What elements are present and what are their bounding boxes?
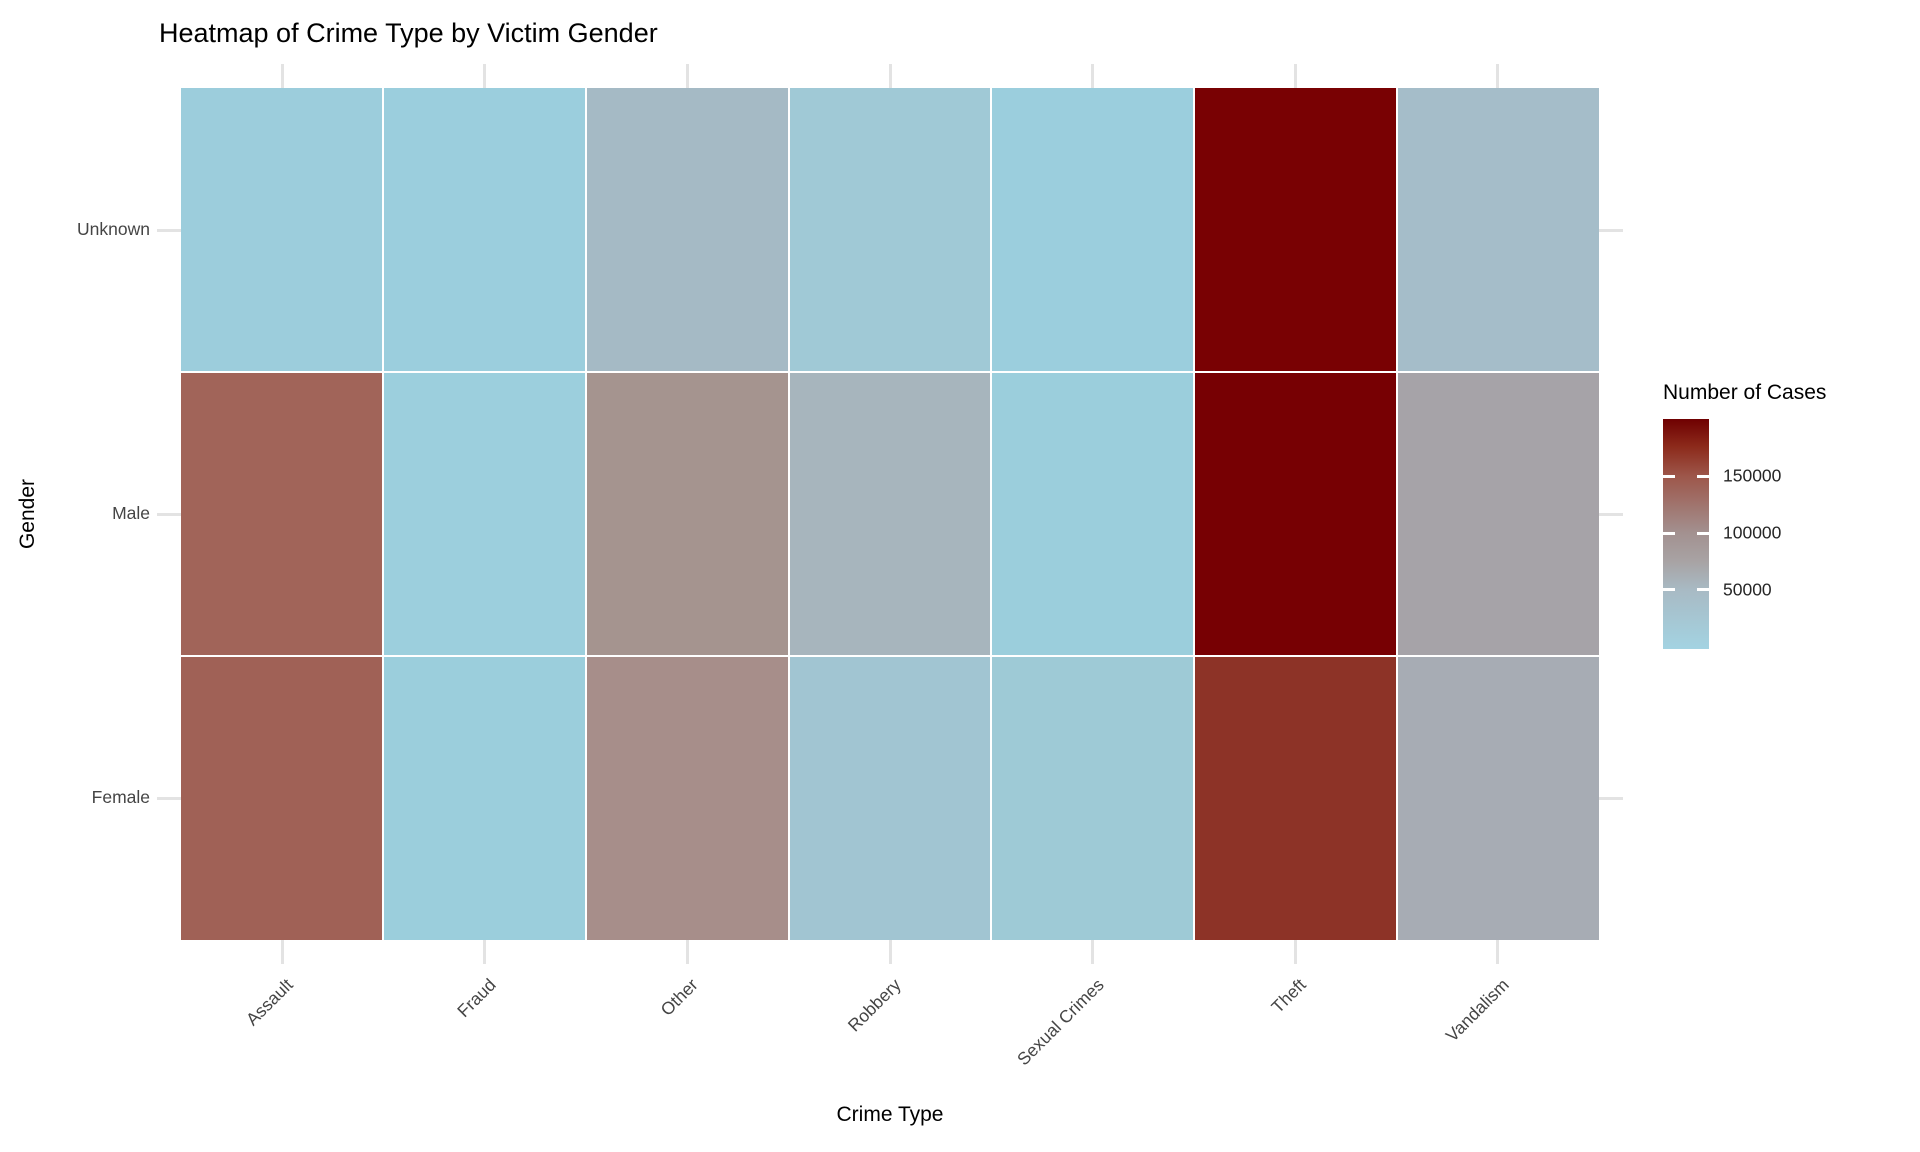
heatmap-cell xyxy=(789,372,991,656)
heatmap-cell xyxy=(383,657,585,940)
y-tick-label: Unknown xyxy=(77,219,150,239)
x-tick-label: Vandalism xyxy=(1441,974,1513,1046)
axis-tick xyxy=(1599,512,1623,516)
heatmap-cell xyxy=(1398,88,1599,371)
axis-tick xyxy=(157,512,181,516)
x-axis-title: Crime Type xyxy=(836,1103,944,1126)
axis-tick xyxy=(888,940,892,964)
heatmap-cell xyxy=(1195,657,1397,940)
heatmap-cell xyxy=(181,88,382,371)
heatmap-cell xyxy=(992,657,1194,940)
y-axis-title: Gender xyxy=(16,478,39,550)
axis-tick xyxy=(1293,940,1297,964)
x-tick-label: Assault xyxy=(242,974,297,1030)
x-tick-label: Sexual Crimes xyxy=(1012,974,1108,1070)
legend-tick xyxy=(1663,531,1675,535)
heatmap-cell xyxy=(1398,372,1599,656)
legend-tick xyxy=(1663,588,1675,592)
legend-tick xyxy=(1663,474,1675,478)
heatmap-cell xyxy=(586,657,788,940)
legend-tick xyxy=(1697,531,1709,535)
y-tick-label: Female xyxy=(91,787,150,807)
x-tick-label: Fraud xyxy=(453,974,500,1022)
heatmap-cell xyxy=(789,88,991,371)
heatmap-cell xyxy=(1195,88,1397,371)
heatmap-cell xyxy=(383,372,585,656)
y-tick-label: Male xyxy=(112,503,150,523)
axis-tick xyxy=(1091,940,1095,964)
legend-tick xyxy=(1697,474,1709,478)
heatmap-cell xyxy=(383,88,585,371)
axis-tick xyxy=(1496,64,1500,88)
heatmap-cell xyxy=(181,657,382,940)
axis-tick xyxy=(1293,64,1297,88)
heatmap-cell xyxy=(1195,372,1397,656)
plot-title: Heatmap of Crime Type by Victim Gender xyxy=(159,18,658,48)
axis-tick xyxy=(685,64,689,88)
heatmap-panel xyxy=(181,88,1599,940)
axis-tick xyxy=(1599,228,1623,232)
x-tick-label: Other xyxy=(657,974,703,1020)
legend-tick-label: 50000 xyxy=(1723,579,1772,600)
axis-tick xyxy=(483,940,487,964)
axis-tick xyxy=(1091,64,1095,88)
x-tick-label: Robbery xyxy=(843,974,905,1036)
axis-tick xyxy=(157,796,181,800)
legend-tick-label: 100000 xyxy=(1723,522,1782,543)
heatmap-cell xyxy=(586,372,788,656)
heatmap-cell xyxy=(181,372,382,656)
legend-title: Number of Cases xyxy=(1663,381,1827,404)
heatmap-cell xyxy=(992,372,1194,656)
axis-tick xyxy=(1599,796,1623,800)
axis-tick xyxy=(685,940,689,964)
axis-tick xyxy=(157,228,181,232)
heatmap-cell xyxy=(586,88,788,371)
axis-tick xyxy=(888,64,892,88)
legend-tick xyxy=(1697,588,1709,592)
axis-tick xyxy=(483,64,487,88)
axis-tick xyxy=(280,64,284,88)
heatmap-cell xyxy=(1398,657,1599,940)
heatmap-cell xyxy=(992,88,1194,371)
legend-tick-label: 150000 xyxy=(1723,465,1782,486)
axis-tick xyxy=(280,940,284,964)
heatmap-cell xyxy=(789,657,991,940)
axis-tick xyxy=(1496,940,1500,964)
x-tick-label: Theft xyxy=(1267,974,1310,1017)
